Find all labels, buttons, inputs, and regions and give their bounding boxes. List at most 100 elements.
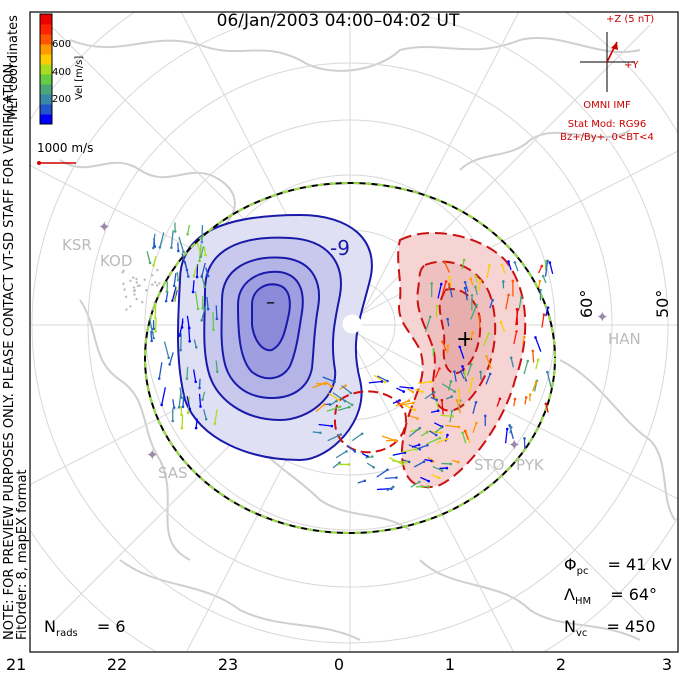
velocity-vector-origin [546, 371, 549, 374]
velocity-vector-origin [129, 280, 131, 282]
imf-dial: +Z (5 nT) +Y OMNI IMF Stat Mod: RG96 Bz+… [560, 14, 654, 143]
colorbar-swatch [40, 114, 52, 125]
velocity-vector-origin [186, 269, 189, 272]
velocity-vector-origin [449, 463, 452, 466]
velocity-vector-origin [427, 480, 430, 483]
velocity-vector-origin [179, 349, 182, 352]
velocity-vector-origin [430, 282, 433, 285]
velocity-vector-origin [464, 430, 467, 433]
lat-label-60: 60° [577, 290, 596, 318]
velocity-vector-origin [401, 463, 404, 466]
velocity-vector-origin [438, 367, 441, 370]
mlt-tick-label: 3 [662, 655, 672, 674]
velocity-vector-origin [207, 308, 210, 311]
velocity-vector-origin [539, 289, 542, 292]
colorbar-swatch [40, 94, 52, 105]
velocity-vector-origin [484, 415, 487, 418]
velocity-vector-origin [414, 409, 417, 412]
velocity-vector-origin [433, 391, 436, 394]
velocity-vector-origin [411, 387, 414, 390]
velocity-vector-origin [125, 296, 127, 298]
velocity-vector [550, 263, 553, 274]
velocity-vector [352, 434, 362, 441]
velocity-vector-origin [187, 275, 190, 278]
velocity-vector-origin [507, 260, 510, 263]
velocity-vector-origin [440, 283, 443, 286]
velocity-vector-origin [351, 404, 354, 407]
colorbar-tick-200: 200 [52, 94, 71, 105]
velocity-vector [336, 451, 346, 457]
velocity-vector-origin [488, 264, 491, 267]
velocity-vector-origin [188, 408, 191, 411]
velocity-vector-origin [398, 399, 401, 402]
velocity-vector-origin [174, 230, 177, 233]
velocity-vector-origin [523, 437, 526, 440]
velocity-vector [165, 342, 169, 358]
velocity-vector-origin [458, 426, 461, 429]
velocity-vector-origin [372, 466, 375, 469]
svg-text:KOD: KOD [100, 252, 132, 270]
velocity-vector-origin [516, 308, 519, 311]
velocity-vector-origin [506, 428, 509, 431]
velocity-vector-origin [485, 355, 488, 358]
velocity-vector-origin [199, 405, 202, 408]
velocity-vector [524, 361, 528, 374]
velocity-vector-origin [440, 431, 443, 434]
velocity-vector-origin [469, 278, 472, 281]
scale-vector: 1000 m/s [37, 141, 93, 165]
velocity-vector-origin [487, 332, 490, 335]
velocity-vector-origin [446, 467, 449, 470]
svg-text:SAS: SAS [158, 464, 188, 482]
velocity-vector-origin [500, 321, 503, 324]
velocity-vector-origin [168, 363, 171, 366]
velocity-vector-origin [383, 381, 386, 384]
velocity-vector-origin [152, 337, 155, 340]
velocity-vector [506, 429, 508, 443]
velocity-vector-origin [441, 469, 444, 472]
velocity-vector-origin [354, 450, 357, 453]
velocity-vector-origin [475, 422, 478, 425]
chart-title: 06/Jan/2003 04:00–04:02 UT [217, 11, 460, 31]
velocity-vector-origin [178, 406, 181, 409]
velocity-vector [179, 391, 181, 407]
svg-text:KSR: KSR [62, 236, 92, 254]
velocity-vector-origin [501, 264, 504, 267]
velocity-vector-origin [416, 417, 419, 420]
velocity-vector-origin [451, 410, 454, 413]
velocity-vector-origin [194, 380, 197, 383]
velocity-vector [183, 395, 184, 407]
velocity-vector-origin [426, 444, 429, 447]
velocity-vector-origin [182, 406, 185, 409]
velocity-vector-origin [446, 434, 449, 437]
velocity-vector [147, 251, 150, 263]
velocity-vector-origin [474, 285, 477, 288]
velocity-vector-origin [177, 279, 180, 282]
velocity-vector-origin [153, 301, 155, 303]
velocity-vector [385, 478, 397, 479]
velocity-vector-origin [339, 433, 342, 436]
velocity-vector-origin [439, 437, 442, 440]
velocity-vector-origin [214, 422, 217, 425]
velocity-vector-origin [545, 260, 548, 263]
velocity-vector [193, 280, 194, 292]
velocity-vector-origin [547, 306, 550, 309]
station-kod: KOD [100, 252, 132, 270]
velocity-vector-origin [338, 461, 341, 464]
velocity-vector-origin [444, 261, 447, 264]
velocity-vector-origin [149, 262, 152, 265]
svg-text:✦: ✦ [146, 446, 159, 464]
velocity-vector [542, 315, 544, 328]
velocity-vector-origin [457, 461, 460, 464]
mlt-tick-label: 2 [556, 655, 566, 674]
velocity-vector-origin [426, 431, 429, 434]
velocity-vector-origin [423, 460, 426, 463]
velocity-vector-origin [198, 260, 201, 263]
velocity-vector-origin [156, 284, 158, 286]
velocity-vector-origin [438, 476, 441, 479]
velocity-vector-origin [200, 319, 203, 322]
velocity-vector-origin [345, 450, 348, 453]
velocity-vector-origin [523, 336, 526, 339]
velocity-vector-origin [456, 399, 459, 402]
velocity-vector [187, 367, 188, 379]
